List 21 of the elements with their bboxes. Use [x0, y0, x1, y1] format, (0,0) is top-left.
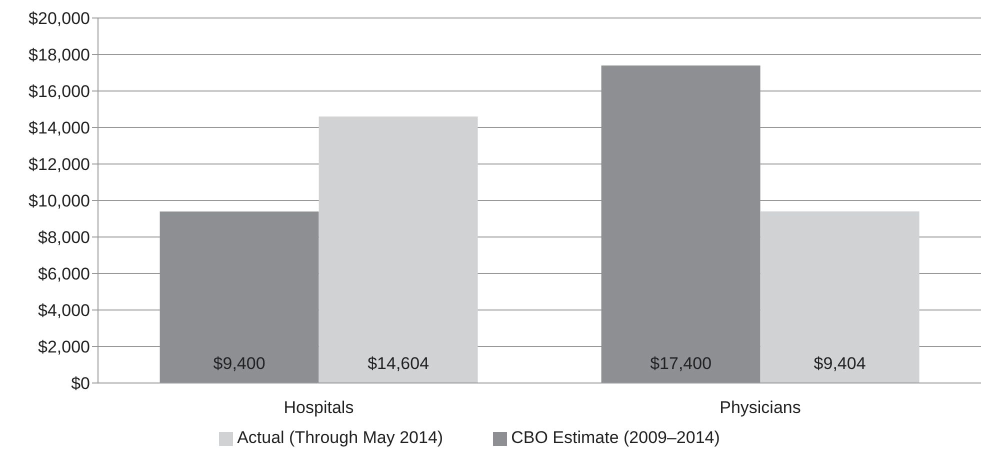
y-tick-label: $20,000 [28, 9, 90, 28]
bar [318, 116, 478, 383]
x-tick-label: Physicians [720, 398, 801, 418]
y-tick-label: $8,000 [38, 228, 90, 248]
data-label: $9,404 [814, 354, 866, 373]
y-tick-label: $6,000 [38, 264, 90, 284]
y-tick-label: $4,000 [38, 301, 90, 320]
data-label: $9,400 [213, 354, 266, 373]
data-label: $17,400 [650, 354, 712, 373]
legend-label: CBO Estimate (2009–2014) [511, 428, 720, 447]
y-tick-label: $12,000 [28, 155, 90, 174]
data-label: $14,604 [368, 354, 430, 373]
x-tick-label: Hospitals [284, 398, 354, 418]
y-tick-label: $14,000 [28, 118, 90, 138]
legend-label: Actual (Through May 2014) [237, 428, 444, 447]
bar [760, 211, 920, 383]
y-tick-label: $10,000 [28, 192, 90, 211]
y-tick-label: $18,000 [28, 46, 90, 65]
y-tick-label: $16,000 [28, 82, 90, 102]
y-tick-label: $0 [71, 374, 90, 394]
y-tick-label: $2,000 [38, 338, 90, 357]
